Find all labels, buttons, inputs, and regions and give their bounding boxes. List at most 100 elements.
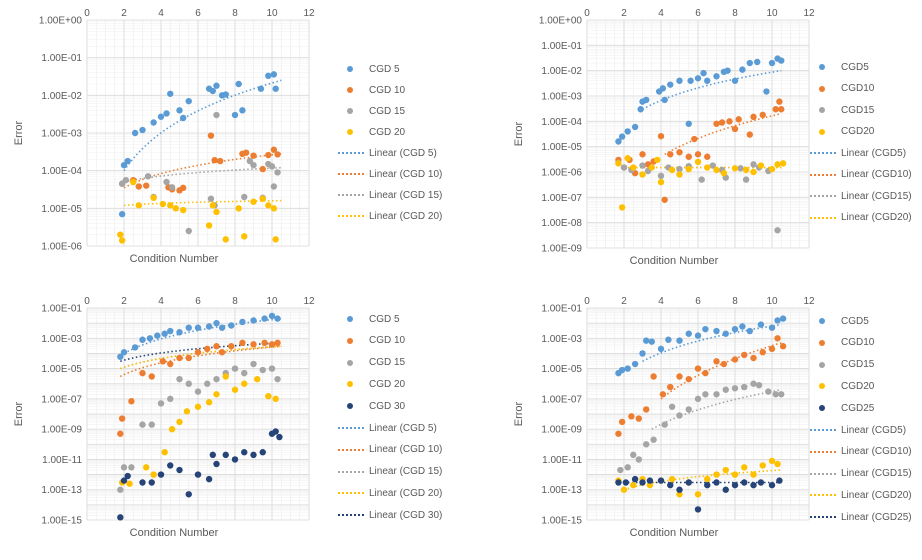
legend-entry: CGD10 bbox=[807, 334, 874, 352]
data-point-cgd-20 bbox=[270, 205, 278, 212]
data-point-cgd-20 bbox=[250, 198, 257, 205]
data-point-cgd-20 bbox=[130, 178, 137, 186]
legend-trendline-icon bbox=[335, 510, 365, 520]
data-point-cgd25 bbox=[657, 477, 665, 484]
legend-label: Linear (CGD25) bbox=[841, 511, 912, 523]
legend-entry: Linear (CGD15) bbox=[807, 187, 912, 205]
legend-marker-icon bbox=[335, 401, 365, 411]
data-point-cgd-20 bbox=[259, 195, 266, 202]
data-point-cgd15 bbox=[676, 412, 683, 419]
data-point-cgd10 bbox=[726, 118, 733, 125]
data-point-cgd-5 bbox=[194, 324, 202, 331]
data-point-cgd5 bbox=[618, 133, 626, 140]
legend-label: Linear (CGD 20) bbox=[369, 487, 443, 499]
data-point-cgd-5 bbox=[117, 353, 124, 360]
legend-entry: CGD15 bbox=[807, 356, 874, 374]
y-tick-label: 1.00E-09 bbox=[541, 425, 582, 436]
trendline-cgd-20 bbox=[120, 345, 282, 370]
y-tick-label: 1.00E-15 bbox=[541, 516, 582, 527]
x-tick-label: 10 bbox=[766, 8, 778, 19]
legend-entry: CGD 15 bbox=[335, 354, 405, 372]
y-tick-label: 1.00E-08 bbox=[541, 218, 582, 229]
legend-marker-icon bbox=[335, 358, 365, 368]
y-axis-title: Error bbox=[13, 401, 25, 426]
x-tick-label: 10 bbox=[766, 296, 778, 307]
data-point-cgd5 bbox=[618, 366, 626, 374]
y-tick-label: 1.00E-03 bbox=[541, 92, 582, 103]
legend-trendline-icon bbox=[807, 213, 837, 223]
data-point-cgd15 bbox=[650, 436, 657, 443]
data-point-cgd10 bbox=[746, 131, 753, 138]
legend-entry: Linear (CGD 10) bbox=[335, 165, 442, 183]
legend-entry: CGD 30 bbox=[335, 397, 405, 415]
data-point-cgd5 bbox=[676, 337, 683, 344]
x-tick-label: 12 bbox=[303, 296, 315, 307]
x-axis-title: Condition Number bbox=[130, 527, 219, 539]
data-point-cgd-5 bbox=[209, 87, 216, 95]
legend-marker-icon bbox=[335, 127, 365, 137]
data-point-cgd-20 bbox=[265, 392, 272, 400]
data-point-cgd10 bbox=[778, 106, 785, 113]
data-point-cgd-5 bbox=[222, 91, 229, 98]
data-point-cgd-15 bbox=[144, 173, 152, 180]
x-tick-label: 12 bbox=[803, 8, 815, 19]
data-point-cgd15 bbox=[741, 383, 748, 391]
data-point-cgd15 bbox=[694, 395, 702, 403]
data-point-cgd5 bbox=[685, 330, 692, 337]
data-point-cgd10 bbox=[750, 354, 757, 362]
data-point-cgd-5 bbox=[167, 90, 174, 97]
legend-entry: CGD 10 bbox=[335, 332, 405, 350]
data-point-cgd-20 bbox=[272, 236, 279, 243]
data-point-cgd-5 bbox=[272, 85, 279, 92]
legend-trendline-icon bbox=[807, 170, 837, 180]
data-point-cgd10 bbox=[720, 360, 728, 368]
legend-label: Linear (CGD15) bbox=[841, 468, 912, 480]
data-point-cgd15 bbox=[722, 386, 729, 393]
data-point-cgd20 bbox=[731, 165, 739, 172]
y-tick-label: 1.00E-06 bbox=[541, 168, 582, 179]
legend-marker-icon bbox=[335, 64, 365, 74]
x-tick-label: 0 bbox=[84, 8, 90, 19]
data-point-cgd5 bbox=[624, 128, 631, 135]
data-point-cgd20 bbox=[676, 171, 683, 178]
legend-entry: CGD 15 bbox=[335, 102, 405, 120]
data-point-cgd15 bbox=[709, 162, 716, 169]
legend-label: Linear (CGD 5) bbox=[369, 422, 437, 434]
legend-marker-icon bbox=[807, 381, 837, 391]
data-point-cgd20 bbox=[704, 164, 711, 171]
legend-entry: CGD15 bbox=[807, 101, 874, 119]
data-point-cgd5 bbox=[757, 321, 765, 328]
data-point-cgd5 bbox=[615, 138, 622, 145]
chart-panel-br: 0 2 4 6 8 10 12 1.00E-01 1.00E-03 1.00E-05 1.00E-0… bbox=[470, 290, 912, 555]
legend-label: CGD20 bbox=[841, 126, 875, 137]
data-point-cgd5 bbox=[746, 59, 753, 67]
data-point-cgd-30 bbox=[176, 466, 183, 474]
data-point-cgd20 bbox=[615, 160, 622, 167]
data-point-cgd25 bbox=[694, 506, 702, 513]
y-tick-label: 1.00E-04 bbox=[41, 166, 82, 177]
data-point-cgd-30 bbox=[241, 449, 248, 456]
x-tick-label: 2 bbox=[621, 8, 627, 19]
data-point-cgd-10 bbox=[274, 339, 281, 347]
x-tick-label: 6 bbox=[195, 296, 201, 307]
data-point-cgd25 bbox=[667, 481, 674, 489]
x-tick-label: 10 bbox=[266, 8, 278, 19]
y-tick-label: 1.00E-03 bbox=[41, 129, 82, 140]
legend-entry: Linear (CGD 10) bbox=[335, 441, 442, 459]
legend-label: CGD15 bbox=[841, 359, 875, 371]
data-point-cgd-15 bbox=[246, 157, 253, 165]
data-point-cgd-5 bbox=[213, 82, 220, 89]
x-tick-label: 8 bbox=[232, 8, 238, 19]
x-tick-label: 4 bbox=[658, 8, 664, 19]
legend-entry: Linear (CGD5) bbox=[807, 144, 906, 162]
data-point-cgd-20 bbox=[161, 449, 168, 456]
y-tick-label: 1.00E-02 bbox=[541, 66, 582, 77]
data-point-cgd10 bbox=[676, 149, 683, 156]
data-point-cgd-15 bbox=[250, 161, 257, 169]
trendline-cgd-10 bbox=[119, 345, 282, 378]
data-point-cgd20 bbox=[713, 166, 720, 174]
legend-label: CGD 10 bbox=[369, 335, 406, 347]
data-point-cgd20 bbox=[713, 471, 720, 478]
x-axis-title: Condition Number bbox=[630, 255, 719, 267]
data-point-cgd5 bbox=[704, 77, 711, 84]
